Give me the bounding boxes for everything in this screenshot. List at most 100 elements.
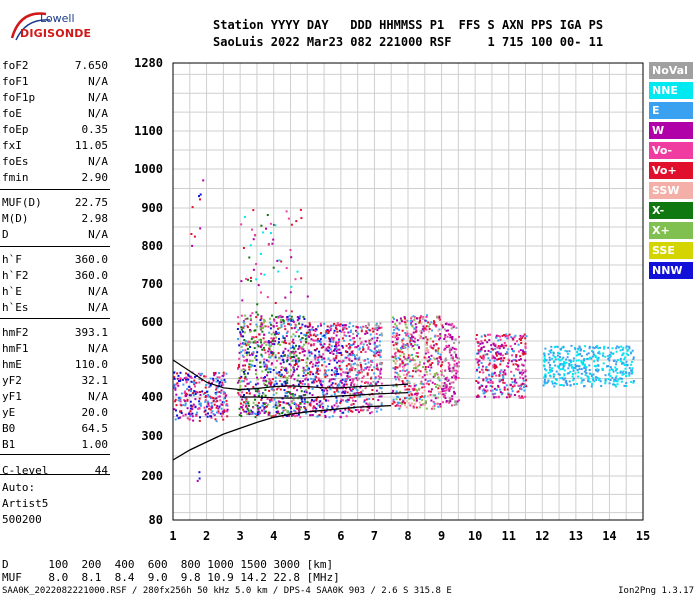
echo-point <box>262 362 265 365</box>
echo-point <box>405 373 408 376</box>
echo-point <box>269 400 272 403</box>
echo-point <box>430 344 433 347</box>
echo-point <box>512 358 515 361</box>
echo-point <box>283 325 286 328</box>
echo-point <box>412 340 415 342</box>
echo-point <box>561 368 564 371</box>
echo-point <box>443 395 446 398</box>
echo-point <box>306 378 309 381</box>
echo-point <box>252 351 255 354</box>
echo-point <box>295 403 297 406</box>
echo-point <box>256 351 259 354</box>
echo-point <box>331 382 334 385</box>
echo-point <box>506 388 509 391</box>
echo-point <box>604 382 607 385</box>
echo-point <box>417 369 420 372</box>
echo-point <box>193 383 196 386</box>
echo-point <box>477 350 480 353</box>
echo-point <box>291 318 294 321</box>
echo-point <box>556 365 559 368</box>
echo-point <box>283 354 286 357</box>
echo-point <box>406 358 409 361</box>
echo-point <box>418 363 421 366</box>
echo-point <box>238 351 241 354</box>
echo-point <box>457 377 460 379</box>
echo-point <box>268 389 271 392</box>
echo-point <box>379 355 382 358</box>
echo-point <box>285 402 288 405</box>
echo-point <box>289 385 292 388</box>
echo-point <box>378 395 381 398</box>
sparse-echo-point <box>255 311 258 314</box>
echo-point <box>179 400 182 403</box>
echo-point <box>190 380 193 383</box>
echo-point <box>347 354 350 357</box>
echo-point <box>570 364 573 366</box>
echo-point <box>270 399 273 402</box>
echo-point <box>613 378 616 381</box>
echo-point <box>349 344 352 346</box>
echo-point <box>551 369 554 372</box>
echo-point <box>343 331 346 334</box>
echo-point <box>347 363 350 366</box>
echo-point <box>359 342 362 345</box>
echo-point <box>371 337 374 340</box>
echo-point <box>290 393 293 396</box>
echo-point <box>411 353 414 356</box>
echo-point <box>543 376 546 379</box>
echo-point <box>580 359 583 362</box>
echo-point <box>448 344 451 347</box>
echo-point <box>520 388 523 391</box>
echo-point <box>209 377 212 380</box>
echo-point <box>491 374 494 376</box>
echo-point <box>214 393 217 396</box>
echo-point <box>419 319 421 322</box>
echo-point <box>175 393 178 396</box>
echo-point <box>413 367 415 370</box>
echo-point <box>213 403 216 406</box>
echo-point <box>244 314 247 317</box>
echo-point <box>298 345 301 348</box>
echo-point <box>211 382 213 385</box>
echo-point <box>254 329 257 332</box>
echo-point <box>515 355 518 358</box>
echo-point <box>288 403 291 406</box>
echo-point <box>626 363 629 366</box>
echo-point <box>615 368 618 371</box>
x-tick-label: 12 <box>535 529 549 543</box>
echo-point <box>268 367 271 370</box>
echo-point <box>173 376 176 379</box>
echo-point <box>568 364 571 367</box>
echo-point <box>279 373 282 376</box>
echo-point <box>380 401 383 404</box>
echo-point <box>506 337 509 340</box>
echo-point <box>254 398 256 401</box>
echo-point <box>276 412 279 414</box>
echo-point <box>624 356 627 359</box>
echo-point <box>343 324 346 327</box>
echo-point <box>217 407 220 410</box>
echo-point <box>586 353 588 356</box>
echo-point <box>173 371 175 374</box>
echo-point <box>622 346 625 349</box>
echo-point <box>366 366 369 369</box>
echo-point <box>549 368 552 371</box>
echo-point <box>503 386 506 389</box>
echo-point <box>408 397 411 400</box>
echo-point <box>293 353 296 356</box>
echo-point <box>495 351 498 354</box>
echo-point <box>312 329 315 332</box>
echo-point <box>625 352 628 355</box>
echo-point <box>323 373 326 376</box>
echo-point <box>447 388 450 390</box>
echo-point <box>399 390 402 393</box>
echo-point <box>394 366 397 369</box>
echo-point <box>568 350 571 353</box>
echo-point <box>352 399 354 402</box>
echo-point <box>350 381 353 384</box>
echo-point <box>487 369 490 372</box>
echo-point <box>405 406 408 409</box>
echo-point <box>273 319 276 322</box>
echo-point <box>320 411 323 414</box>
echo-point <box>521 382 524 385</box>
